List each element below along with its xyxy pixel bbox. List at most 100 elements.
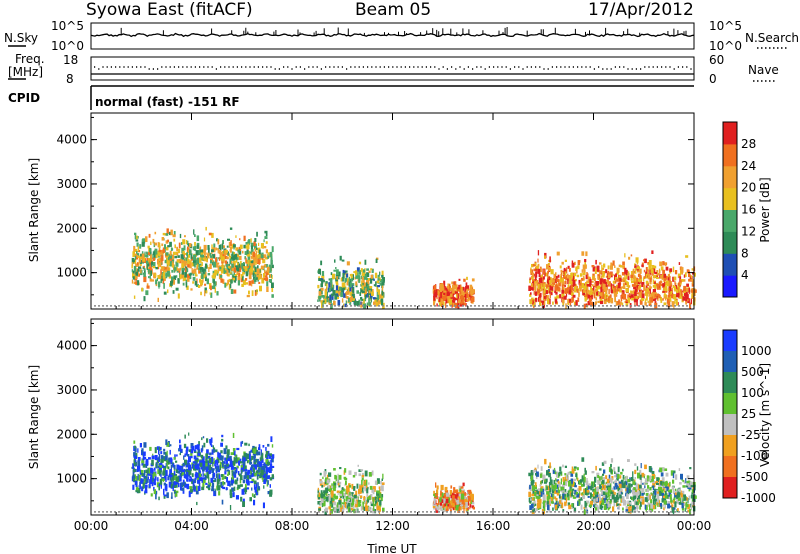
range-gate-cell bbox=[546, 491, 550, 495]
range-gate-cell bbox=[545, 478, 548, 483]
range-gate-cell bbox=[463, 502, 466, 506]
range-gate-cell bbox=[253, 269, 257, 275]
range-gate-cell bbox=[269, 492, 273, 497]
range-gate-cell bbox=[204, 287, 207, 294]
range-gate-cell bbox=[250, 255, 253, 259]
range-gate-cell bbox=[658, 482, 661, 487]
range-gate-cell bbox=[634, 463, 637, 466]
range-gate-cell bbox=[549, 290, 551, 294]
nsky-trace bbox=[90, 32, 695, 38]
range-gate-cell bbox=[239, 458, 242, 464]
range-gate-cell bbox=[607, 274, 611, 279]
range-gate-cell bbox=[593, 290, 596, 294]
range-gate-cell bbox=[359, 495, 363, 498]
range-gate-cell bbox=[441, 293, 444, 299]
range-gate-cell bbox=[640, 463, 642, 469]
range-gate-cell bbox=[139, 244, 142, 249]
nsearch-tick-bottom: 10^0 bbox=[709, 39, 742, 53]
range-gate-cell bbox=[655, 275, 658, 278]
range-gate-cell bbox=[639, 505, 642, 510]
range-gate-cell bbox=[326, 283, 328, 289]
range-gate-cell bbox=[620, 295, 623, 302]
range-gate-cell bbox=[580, 504, 583, 510]
range-gate-cell bbox=[222, 245, 225, 248]
range-gate-cell bbox=[445, 287, 448, 293]
range-gate-cell bbox=[338, 500, 342, 505]
range-gate-cell bbox=[632, 471, 634, 478]
range-gate-cell bbox=[172, 251, 176, 255]
range-gate-cell bbox=[149, 258, 151, 263]
range-gate-cell bbox=[368, 482, 370, 485]
range-gate-cell bbox=[240, 496, 243, 502]
range-gate-cell bbox=[352, 505, 355, 509]
range-gate-cell bbox=[571, 506, 573, 509]
range-gate-cell bbox=[180, 487, 182, 491]
range-gate-cell bbox=[575, 300, 578, 306]
range-gate-cell bbox=[342, 273, 345, 279]
range-gate-cell bbox=[176, 266, 178, 271]
range-gate-cell bbox=[181, 247, 185, 254]
range-gate-cell bbox=[194, 280, 198, 286]
range-gate-cell bbox=[545, 272, 548, 277]
range-gate-cell bbox=[587, 276, 591, 283]
range-gate-cell bbox=[562, 303, 565, 306]
range-gate-cell bbox=[370, 296, 372, 303]
range-gate-cell bbox=[237, 279, 240, 286]
range-gate-cell bbox=[169, 258, 172, 261]
range-gate-cell bbox=[529, 499, 532, 503]
range-gate-cell bbox=[254, 266, 257, 272]
range-gate-cell bbox=[201, 456, 205, 462]
range-gate-cell bbox=[151, 482, 154, 487]
range-gate-cell bbox=[606, 478, 610, 484]
range-gate-cell bbox=[229, 255, 232, 261]
range-gate-cell bbox=[259, 254, 262, 261]
range-gate-cell bbox=[458, 278, 461, 281]
range-gate-cell bbox=[358, 488, 361, 494]
range-gate-cell bbox=[318, 295, 322, 300]
range-gate-cell bbox=[614, 483, 618, 488]
range-gate-cell bbox=[625, 506, 629, 510]
range-gate-cell bbox=[346, 273, 349, 278]
range-gate-cell bbox=[237, 471, 240, 475]
range-gate-cell bbox=[334, 294, 338, 300]
range-gate-cell bbox=[258, 444, 261, 448]
range-gate-cell bbox=[620, 484, 623, 488]
range-gate-cell bbox=[221, 477, 224, 480]
range-gate-cell bbox=[160, 259, 163, 265]
range-gate-cell bbox=[203, 244, 207, 251]
range-gate-cell bbox=[686, 291, 688, 295]
range-gate-cell bbox=[205, 458, 208, 464]
range-gate-cell bbox=[177, 293, 180, 299]
range-gate-cell bbox=[360, 297, 363, 300]
range-gate-cell bbox=[232, 475, 234, 480]
range-gate-cell bbox=[451, 303, 453, 308]
range-gate-cell bbox=[134, 461, 137, 467]
range-gate-cell bbox=[160, 446, 162, 450]
range-gate-cell bbox=[223, 270, 227, 273]
range-gate-cell bbox=[465, 286, 468, 291]
range-gate-cell bbox=[201, 273, 204, 279]
range-gate-cell bbox=[589, 484, 592, 489]
range-gate-cell bbox=[536, 492, 539, 497]
range-gate-cell bbox=[606, 485, 609, 490]
range-gate-cell bbox=[442, 498, 446, 504]
range-gate-cell bbox=[144, 269, 146, 274]
range-gate-cell bbox=[153, 472, 156, 475]
range-gate-cell bbox=[194, 450, 197, 453]
range-gate-cell bbox=[158, 245, 161, 248]
range-gate-cell bbox=[271, 474, 274, 479]
range-gate-cell bbox=[347, 492, 350, 499]
range-gate-cell bbox=[261, 469, 264, 476]
range-gate-cell bbox=[457, 503, 460, 509]
range-gate-cell bbox=[529, 277, 531, 281]
range-gate-cell bbox=[324, 509, 327, 515]
range-gate-cell bbox=[535, 268, 537, 274]
range-gate-cell bbox=[227, 273, 230, 277]
range-gate-cell bbox=[683, 480, 686, 484]
range-gate-cell bbox=[357, 301, 360, 307]
range-gate-cell bbox=[537, 268, 541, 274]
range-gate-cell bbox=[248, 266, 251, 270]
range-gate-cell bbox=[149, 248, 152, 252]
range-gate-cell bbox=[613, 467, 616, 472]
range-gate-cell bbox=[260, 243, 264, 249]
